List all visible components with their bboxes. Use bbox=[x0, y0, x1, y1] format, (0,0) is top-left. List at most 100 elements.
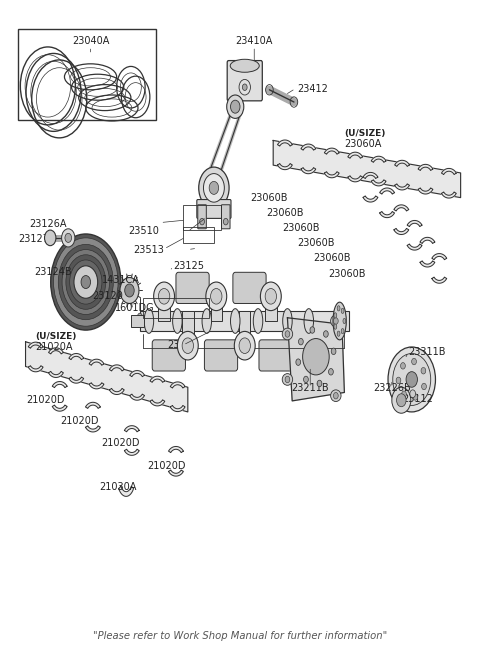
Ellipse shape bbox=[61, 229, 75, 247]
Ellipse shape bbox=[178, 331, 198, 360]
Text: 23125: 23125 bbox=[174, 261, 204, 271]
Ellipse shape bbox=[154, 282, 175, 310]
Bar bbox=[211, 287, 222, 321]
Ellipse shape bbox=[285, 331, 290, 337]
Ellipse shape bbox=[283, 309, 292, 333]
Text: 23226B: 23226B bbox=[373, 383, 411, 393]
Polygon shape bbox=[28, 342, 43, 348]
Polygon shape bbox=[432, 277, 447, 283]
Ellipse shape bbox=[202, 309, 212, 333]
Polygon shape bbox=[363, 172, 378, 179]
Ellipse shape bbox=[412, 358, 417, 365]
Ellipse shape bbox=[204, 174, 224, 202]
Ellipse shape bbox=[396, 377, 401, 384]
Text: 23510: 23510 bbox=[129, 227, 159, 236]
Text: 23060B: 23060B bbox=[266, 208, 304, 218]
Ellipse shape bbox=[331, 348, 336, 354]
Polygon shape bbox=[395, 160, 409, 166]
Text: 23211B: 23211B bbox=[291, 383, 329, 393]
Polygon shape bbox=[395, 184, 409, 190]
Polygon shape bbox=[324, 148, 339, 154]
Ellipse shape bbox=[234, 331, 255, 360]
Polygon shape bbox=[69, 354, 84, 360]
Ellipse shape bbox=[310, 327, 315, 333]
Ellipse shape bbox=[125, 284, 134, 297]
Bar bbox=[158, 287, 170, 321]
Ellipse shape bbox=[199, 167, 229, 209]
Ellipse shape bbox=[45, 230, 56, 246]
Text: 1601DG: 1601DG bbox=[115, 303, 155, 313]
Text: 21020D: 21020D bbox=[60, 416, 99, 426]
Polygon shape bbox=[394, 229, 408, 234]
Ellipse shape bbox=[282, 373, 293, 385]
Ellipse shape bbox=[242, 84, 247, 90]
Polygon shape bbox=[85, 426, 100, 432]
Text: 21020D: 21020D bbox=[147, 462, 186, 472]
Polygon shape bbox=[407, 221, 422, 227]
Ellipse shape bbox=[324, 331, 328, 337]
Bar bbox=[265, 287, 276, 321]
Ellipse shape bbox=[253, 309, 263, 333]
Polygon shape bbox=[394, 205, 408, 211]
Ellipse shape bbox=[261, 282, 281, 310]
Text: 23126A: 23126A bbox=[29, 219, 67, 229]
Polygon shape bbox=[130, 394, 144, 400]
Polygon shape bbox=[348, 152, 362, 159]
Polygon shape bbox=[348, 176, 362, 182]
Text: 23311B: 23311B bbox=[408, 347, 446, 357]
Polygon shape bbox=[168, 447, 183, 453]
Polygon shape bbox=[301, 168, 316, 174]
Polygon shape bbox=[277, 140, 292, 146]
Polygon shape bbox=[277, 164, 292, 170]
Text: 21030A: 21030A bbox=[99, 482, 136, 493]
Polygon shape bbox=[89, 359, 104, 365]
Polygon shape bbox=[301, 144, 316, 150]
Polygon shape bbox=[48, 348, 63, 354]
Ellipse shape bbox=[200, 218, 204, 225]
FancyBboxPatch shape bbox=[227, 60, 262, 101]
Bar bbox=[140, 311, 349, 331]
Polygon shape bbox=[85, 402, 100, 409]
Ellipse shape bbox=[282, 328, 293, 340]
Text: 23110: 23110 bbox=[168, 340, 198, 350]
Ellipse shape bbox=[66, 255, 106, 309]
Ellipse shape bbox=[317, 380, 322, 386]
Ellipse shape bbox=[223, 218, 228, 225]
Ellipse shape bbox=[406, 371, 418, 387]
Ellipse shape bbox=[70, 260, 102, 304]
Ellipse shape bbox=[421, 367, 426, 374]
Ellipse shape bbox=[120, 278, 139, 303]
Ellipse shape bbox=[230, 60, 259, 72]
Polygon shape bbox=[168, 470, 183, 476]
FancyBboxPatch shape bbox=[221, 205, 230, 229]
Text: 23060B: 23060B bbox=[298, 238, 335, 248]
Text: (U/SIZE): (U/SIZE) bbox=[35, 332, 76, 341]
Ellipse shape bbox=[230, 309, 240, 333]
Ellipse shape bbox=[337, 306, 340, 311]
Polygon shape bbox=[432, 253, 447, 259]
Ellipse shape bbox=[304, 309, 313, 333]
Ellipse shape bbox=[329, 369, 333, 375]
Ellipse shape bbox=[265, 289, 276, 304]
Ellipse shape bbox=[421, 383, 426, 390]
Ellipse shape bbox=[341, 309, 344, 314]
Polygon shape bbox=[420, 261, 435, 267]
Text: 23040A: 23040A bbox=[72, 36, 109, 47]
Text: 23513: 23513 bbox=[133, 244, 164, 255]
Ellipse shape bbox=[230, 100, 240, 113]
Ellipse shape bbox=[413, 394, 418, 400]
Text: 23060B: 23060B bbox=[313, 253, 350, 263]
Polygon shape bbox=[109, 365, 124, 371]
Ellipse shape bbox=[173, 309, 182, 333]
Polygon shape bbox=[69, 377, 84, 383]
Ellipse shape bbox=[206, 282, 227, 310]
Text: 23060B: 23060B bbox=[328, 269, 366, 278]
Polygon shape bbox=[130, 371, 144, 377]
FancyBboxPatch shape bbox=[259, 340, 292, 371]
Text: 1431CA: 1431CA bbox=[101, 275, 139, 285]
Ellipse shape bbox=[388, 347, 435, 412]
Text: 23127B: 23127B bbox=[19, 234, 56, 244]
Polygon shape bbox=[25, 342, 188, 412]
Ellipse shape bbox=[144, 309, 154, 333]
Polygon shape bbox=[371, 157, 386, 162]
